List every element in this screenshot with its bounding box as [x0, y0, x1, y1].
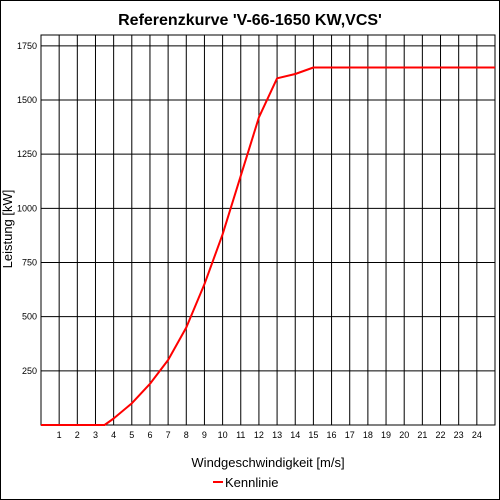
y-tick-label: 250: [22, 366, 37, 376]
x-tick-label: 13: [272, 430, 282, 440]
y-tick-label: 500: [22, 312, 37, 322]
y-tick-label: 750: [22, 258, 37, 268]
y-tick-labels: 250 500 750 1000 1250 1500 1750: [17, 41, 37, 376]
x-tick-label: 15: [308, 430, 318, 440]
x-tick-label: 23: [454, 430, 464, 440]
x-tick-label: 14: [290, 430, 300, 440]
x-tick-label: 9: [202, 430, 207, 440]
x-tick-label: 21: [417, 430, 427, 440]
x-tick-labels: 1 2 3 4 5 6 7 8 9 10 11 12 13 14 15 16 17 18 19 20 21 22 23 24: [57, 430, 482, 440]
x-tick-label: 3: [93, 430, 98, 440]
x-tick-label: 18: [363, 430, 373, 440]
y-axis-label: Leistung [kW]: [1, 190, 15, 269]
x-tick-label: 1: [57, 430, 62, 440]
x-tick-label: 10: [218, 430, 228, 440]
series-layer: [41, 66, 495, 426]
x-tick-label: 16: [327, 430, 337, 440]
plot-area-border: [40, 34, 496, 426]
grid: [41, 35, 495, 425]
x-tick-label: 11: [236, 430, 245, 440]
x-tick-label: 12: [254, 430, 264, 440]
x-tick-label: 17: [345, 430, 355, 440]
y-tick-label: 1000: [17, 203, 37, 213]
y-tick-label: 1750: [17, 41, 37, 51]
y-tick-label: 1500: [17, 95, 37, 105]
x-tick-label: 7: [166, 430, 171, 440]
x-tick-label: 4: [111, 430, 116, 440]
x-tick-label: 6: [147, 430, 152, 440]
x-tick-label: 20: [399, 430, 409, 440]
legend-label-kennlinie: Kennlinie: [225, 475, 279, 490]
x-tick-label: 2: [75, 430, 80, 440]
series-line-kennlinie: [41, 66, 495, 426]
x-tick-label: 22: [436, 430, 446, 440]
y-tick-label: 1250: [17, 149, 37, 159]
x-tick-label: 8: [184, 430, 189, 440]
x-axis-label: Windgeschwindigkeit [m/s]: [191, 455, 344, 470]
x-tick-label: 5: [129, 430, 134, 440]
legend: Kennlinie: [213, 475, 279, 490]
x-tick-label: 19: [381, 430, 391, 440]
chart-title: Referenzkurve 'V-66-1650 KW,VCS': [118, 12, 382, 29]
x-tick-label: 24: [472, 430, 482, 440]
